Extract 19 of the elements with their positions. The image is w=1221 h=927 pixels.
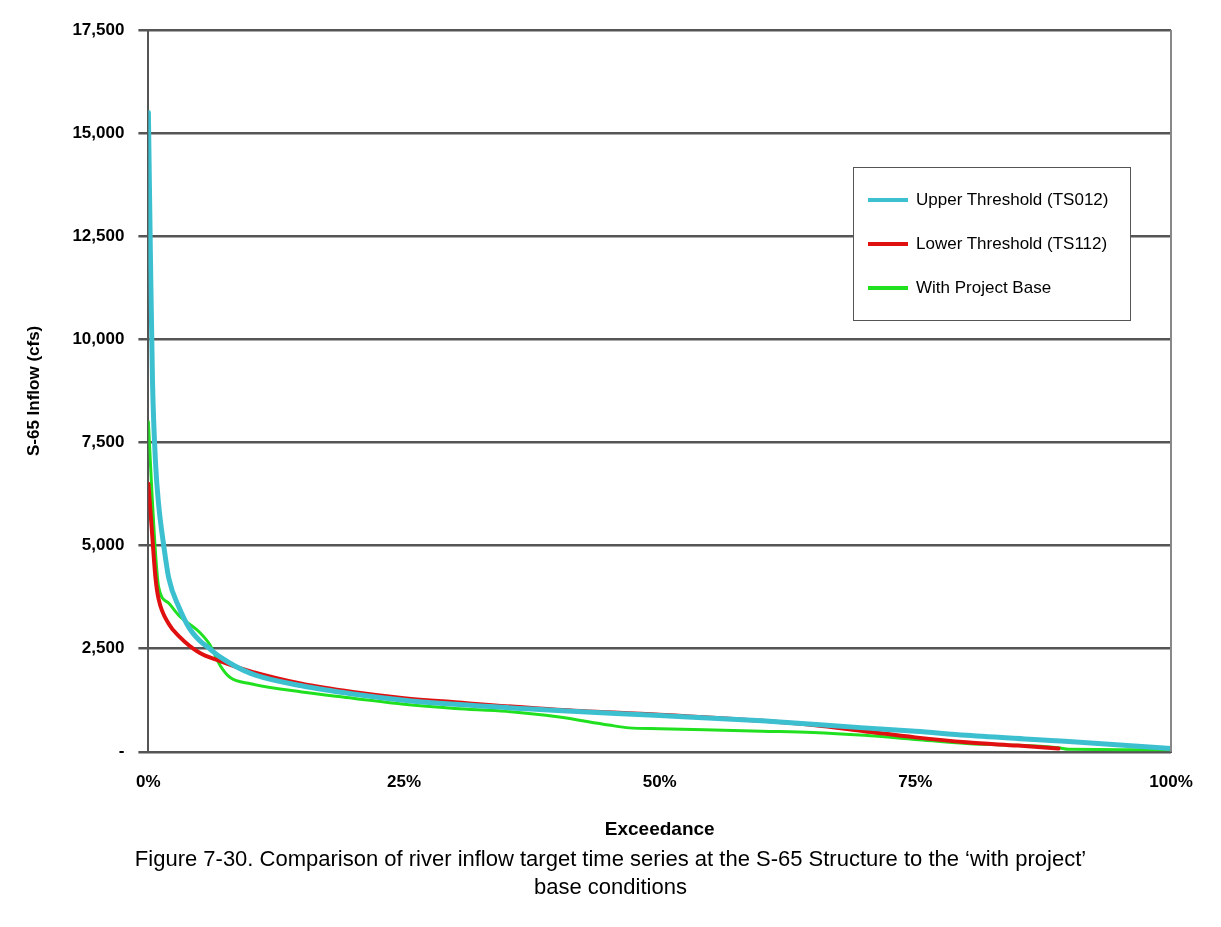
caption: Figure 7-30. Comparison of river inflow target time series at the S-65 Structure to the ‘with project’ base conditions [133,845,1088,901]
y-axis-title: S-65 Inflow (cfs) [23,325,43,457]
x-tick-label: 0% [136,771,161,791]
y-tick-label: - [118,741,125,761]
x-axis-title: Exceedance [604,817,715,839]
y-tick-label: 15,000 [72,122,125,142]
x-tick-label: 50% [642,771,677,791]
legend-label: With Project Base [916,278,1052,299]
y-tick-label: 2,500 [81,638,125,658]
x-tick-label: 25% [387,771,422,791]
y-tick-label: 5,000 [81,535,125,555]
legend-label: Upper Threshold (TS012) [916,190,1109,211]
y-tick-label: 10,000 [72,329,125,349]
y-tick-label: 17,500 [72,19,125,39]
x-tick-label: 100% [1149,771,1193,791]
y-tick-label: 12,500 [72,225,125,245]
legend-label: Lower Threshold (TS112) [916,234,1108,255]
y-tick-label: 7,500 [81,432,125,452]
x-tick-label: 75% [898,771,933,791]
